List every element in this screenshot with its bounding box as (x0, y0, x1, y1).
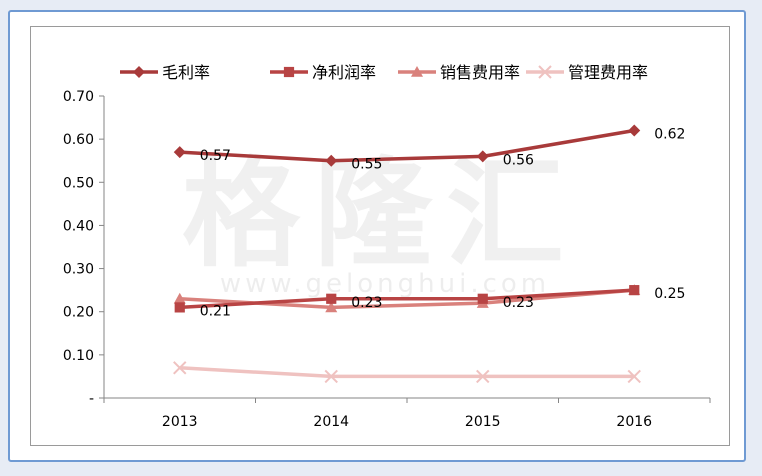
data-point-marker (324, 369, 338, 384)
watermark-logo-text: 格隆汇 (182, 145, 578, 283)
series-4 (173, 361, 641, 384)
data-label: 0.23 (503, 295, 534, 311)
data-point-marker (173, 361, 187, 375)
watermark: 格隆汇 www.gelonghui.com (182, 145, 578, 299)
data-point-marker (326, 293, 337, 304)
data-label: 0.25 (654, 286, 685, 302)
legend-label: 毛利率 (162, 63, 210, 82)
legend-label: 管理费用率 (568, 63, 648, 82)
series-2 (174, 285, 640, 313)
legend: 毛利率 净利润率 销售费用率 管理费用率 (120, 63, 648, 82)
legend-item: 销售费用率 (398, 63, 520, 82)
data-labels: 0.57 0.55 0.56 0.62 0.21 0.23 0.23 0.25 (200, 127, 686, 320)
y-tick-label: 0.70 (63, 89, 94, 105)
data-label: 0.56 (503, 152, 534, 168)
data-label: 0.23 (351, 295, 382, 311)
data-point-marker (476, 150, 489, 163)
y-tick-label: 0.60 (63, 132, 94, 148)
series-1 (173, 124, 641, 167)
legend-label: 净利润率 (312, 63, 376, 82)
x-tick-label: 2013 (162, 414, 198, 430)
data-point-marker (133, 66, 145, 78)
data-point-marker (477, 293, 488, 304)
data-label: 0.57 (200, 148, 231, 164)
legend-item: 净利润率 (270, 63, 376, 82)
legend-item: 毛利率 (120, 63, 210, 82)
data-point-marker (173, 292, 186, 304)
series-line (179, 128, 635, 163)
y-tick-label: 0.50 (63, 175, 94, 191)
axes: - 0.10 0.20 0.30 0.40 0.50 0.60 0.70 2013 2014 201… (63, 89, 711, 430)
data-point-marker (628, 124, 641, 137)
data-point-marker (476, 369, 490, 384)
x-tick-label: 2016 (616, 414, 652, 430)
y-tick-label: 0.40 (63, 218, 94, 234)
series-line (179, 366, 635, 379)
data-point-marker (325, 154, 338, 167)
y-tick-label: - (89, 391, 94, 407)
series-line (179, 288, 635, 310)
data-label: 0.62 (654, 127, 685, 143)
data-point-marker (173, 146, 186, 159)
data-point-marker (627, 369, 641, 384)
watermark-url-text: www.gelonghui.com (220, 269, 550, 299)
y-tick-label: 0.10 (63, 348, 94, 364)
data-label: 0.55 (351, 157, 382, 173)
x-tick-label: 2014 (313, 414, 349, 430)
legend-item: 管理费用率 (526, 63, 648, 82)
data-point-marker (174, 302, 185, 313)
data-point-marker (411, 66, 423, 77)
y-tick-label: 0.20 (63, 305, 94, 321)
data-label: 0.21 (200, 303, 231, 319)
data-point-marker (283, 66, 295, 78)
data-point-marker (629, 285, 640, 296)
legend-label: 销售费用率 (440, 63, 520, 82)
x-tick-label: 2015 (465, 414, 501, 430)
y-tick-label: 0.30 (63, 262, 94, 278)
series-layer (173, 124, 641, 384)
data-point-marker (325, 301, 338, 313)
data-point-marker (538, 65, 552, 79)
